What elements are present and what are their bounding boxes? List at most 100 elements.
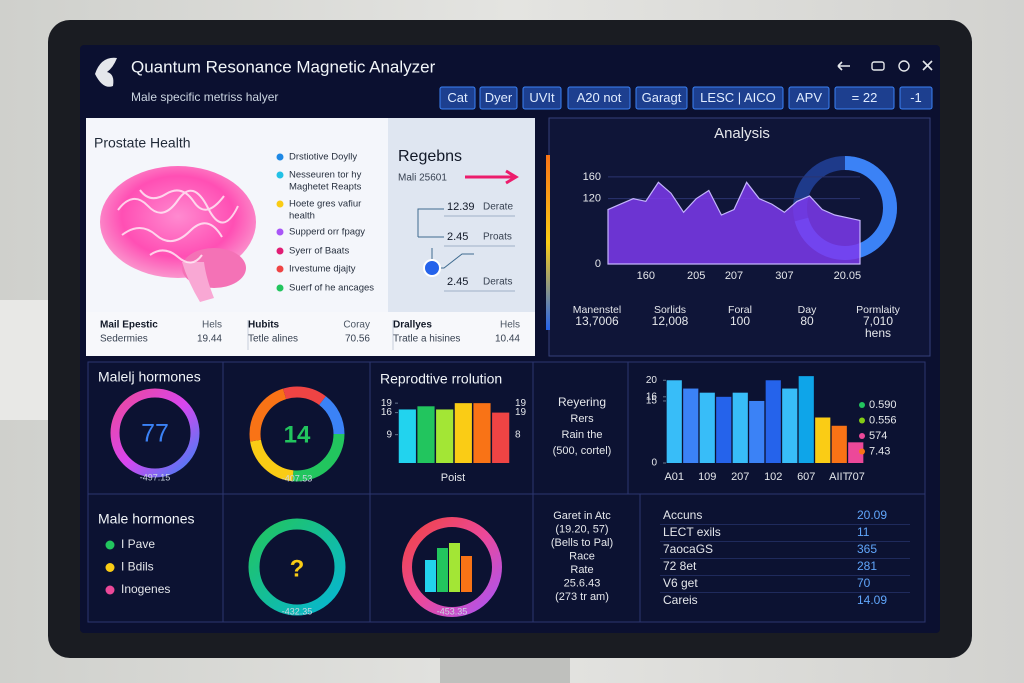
toolbar-button-label: = 22 — [852, 90, 878, 105]
donut-value: ? — [290, 555, 305, 582]
toolbar-button[interactable] — [567, 86, 631, 110]
info-line: (Bells to Pal) — [551, 537, 613, 549]
footer-label: Mail Epestic — [100, 320, 158, 331]
footer-value: 70.56 — [345, 334, 370, 345]
app-logo — [95, 57, 117, 87]
footer-value: 10.44 — [495, 334, 520, 345]
x-tick-label: 205 — [687, 270, 705, 282]
bar — [492, 412, 510, 463]
legend-dot — [276, 200, 284, 208]
list-label: V6 get — [663, 576, 698, 590]
list-value: 14.09 — [857, 593, 887, 607]
y-tick-label: 16 — [381, 407, 393, 418]
analysis-accent-bar — [546, 155, 550, 330]
legend-label: Syerr of Baats — [289, 246, 349, 257]
toolbar-button[interactable] — [439, 86, 476, 110]
panel-hormones-2 — [87, 493, 224, 623]
info-line: Rain the — [562, 429, 603, 441]
app-subtitle: Male specific metriss halyer — [131, 90, 278, 104]
footer-label: Tratle a hisines — [393, 334, 460, 345]
mini-bar — [425, 560, 436, 592]
toolbar-button[interactable] — [692, 86, 784, 110]
info-line: 25.6.43 — [564, 577, 601, 589]
toolbar-button[interactable] — [834, 86, 895, 110]
panel-title: Prostate Health — [94, 135, 191, 151]
toolbar-button[interactable] — [479, 86, 518, 110]
bar — [765, 380, 781, 463]
legend-label: 0.590 — [869, 399, 897, 411]
bar — [749, 400, 765, 463]
toolbar-button-label: LESC | AICO — [700, 90, 776, 105]
legend-dot — [105, 540, 115, 550]
info-line: Race — [569, 550, 595, 562]
brain-folds — [117, 189, 239, 264]
info-line: Rers — [570, 413, 594, 425]
toolbar-button[interactable] — [899, 86, 933, 110]
toolbar-button[interactable] — [788, 86, 830, 110]
footer-label: Coray — [343, 320, 370, 331]
toolbar-button-label: -1 — [910, 90, 922, 105]
toolbar-button-label: Garagt — [642, 90, 682, 105]
regions-connectors — [417, 208, 474, 269]
toolbar-button[interactable] — [635, 86, 688, 110]
bar — [815, 417, 831, 463]
panel-title: Male hormones — [98, 511, 195, 527]
stat-value: hens — [865, 326, 891, 340]
power-icon[interactable] — [898, 60, 910, 72]
x-tick-label: 207 — [725, 270, 743, 282]
region-label: Proats — [483, 232, 512, 243]
shelf — [0, 300, 55, 420]
info-line: (19.20, 57) — [555, 523, 608, 535]
donut-segment — [249, 386, 345, 482]
legend-dot — [276, 284, 284, 292]
y-tick-label: 15 — [646, 396, 658, 407]
legend-dot — [276, 228, 284, 236]
regions-panel — [388, 118, 535, 312]
y-tick-label: 120 — [583, 193, 601, 205]
regions-node — [423, 259, 441, 277]
bar — [782, 388, 798, 463]
stat-value: 80 — [800, 314, 814, 328]
stat-value: 12,008 — [652, 314, 689, 328]
y-tick-label: 19 — [381, 398, 393, 409]
donut-segment — [249, 386, 345, 482]
info-line: (273 tr am) — [555, 591, 609, 603]
legend-label: I Pave — [121, 537, 155, 551]
bar — [831, 425, 847, 463]
region-value: 2.45 — [447, 231, 468, 243]
info-line: Garet in Atc — [553, 510, 611, 522]
legend-dot — [276, 153, 284, 161]
bar — [473, 403, 491, 463]
y-tick-label: 160 — [583, 171, 601, 183]
app-title: Quantum Resonance Magnetic Analyzer — [131, 57, 436, 76]
toolbar-button[interactable] — [522, 86, 562, 110]
legend-label: 7.43 — [869, 445, 890, 457]
panel-reyering — [532, 361, 629, 495]
legend-label: 0.556 — [869, 414, 897, 426]
panel-donut-3 — [222, 493, 371, 623]
area — [607, 181, 861, 265]
x-tick-label: 207 — [731, 471, 749, 483]
bar — [417, 406, 435, 463]
close-icon[interactable] — [922, 60, 933, 71]
legend-dot — [859, 433, 865, 439]
x-tick-label: 102 — [764, 471, 782, 483]
bar — [699, 392, 715, 463]
lower-panels — [87, 361, 926, 623]
mini-bar — [437, 548, 448, 592]
legend-label: Suerf of he ancages — [289, 283, 374, 294]
footer-label: Drallyes — [393, 320, 432, 331]
toolbar-button-label: Dyer — [485, 90, 513, 105]
y-tick-label: 0 — [595, 258, 601, 270]
footer-label: Hels — [500, 320, 520, 331]
stat-label: Sorlids — [654, 304, 686, 316]
panel-title: Regebns — [398, 148, 462, 165]
bar — [436, 409, 454, 463]
back-icon[interactable] — [837, 61, 850, 71]
legend-dot — [859, 402, 865, 408]
donut-note: -407.53 — [282, 473, 313, 483]
footer-value: 19.44 — [197, 334, 222, 345]
donut-value: 77 — [141, 420, 169, 448]
legend-dot — [276, 171, 284, 179]
